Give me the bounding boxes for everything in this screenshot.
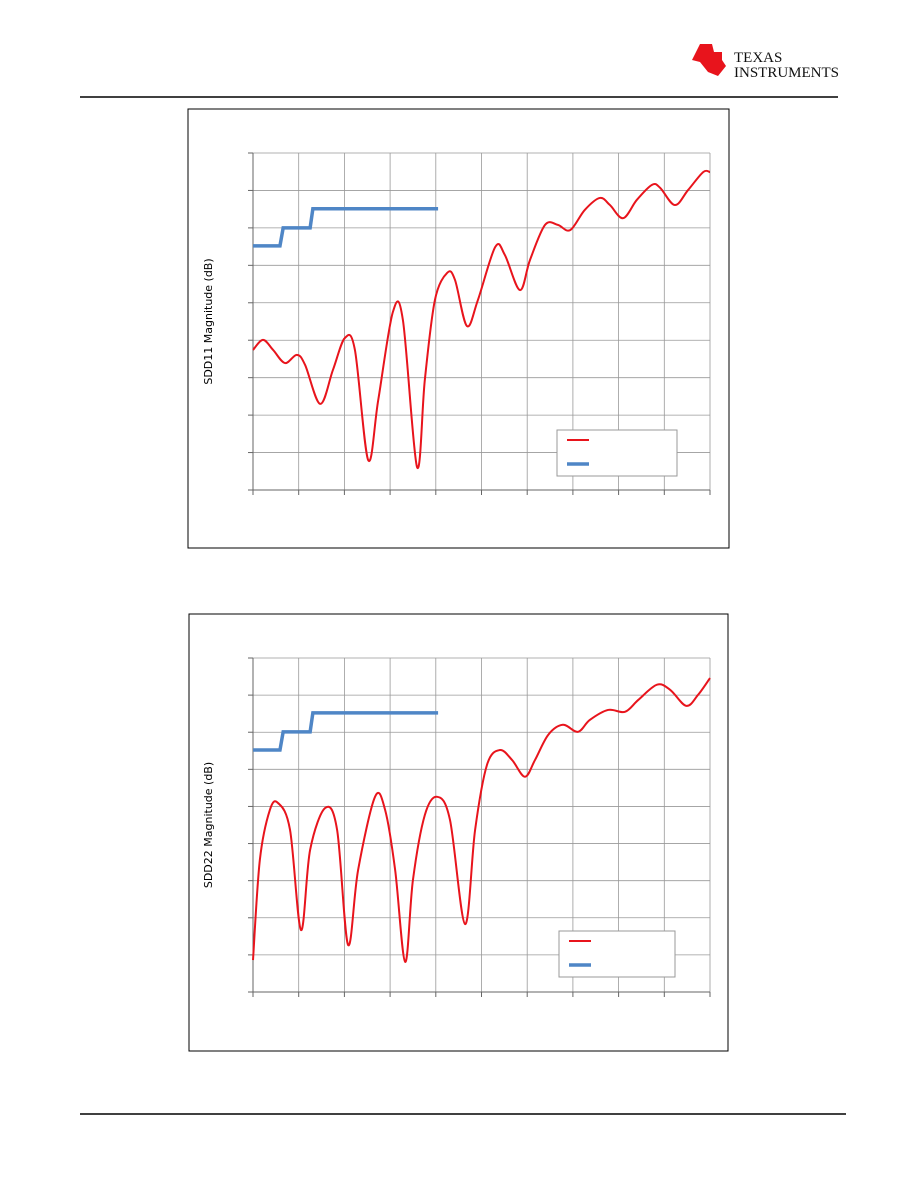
ti-logo: TEXAS INSTRUMENTS: [692, 44, 839, 81]
y-axis-label: SDD22 Magnitude (dB): [202, 762, 215, 888]
legend-box: [558, 930, 676, 978]
logo-text: INSTRUMENTS: [734, 65, 839, 81]
legend-box: [556, 429, 678, 477]
series-line: [253, 207, 439, 248]
series-line: [252, 169, 711, 470]
series-line: [252, 677, 711, 963]
logo-text: TEXAS: [734, 50, 782, 66]
chart: SDD11 Magnitude (dB): [187, 108, 730, 549]
chart: SDD22 Magnitude (dB): [188, 613, 729, 1052]
logo-icon: [692, 44, 726, 76]
series-line: [253, 711, 439, 752]
chart-frame: [187, 108, 730, 549]
chart-frame: [188, 613, 729, 1052]
y-axis-label: SDD11 Magnitude (dB): [202, 258, 215, 384]
